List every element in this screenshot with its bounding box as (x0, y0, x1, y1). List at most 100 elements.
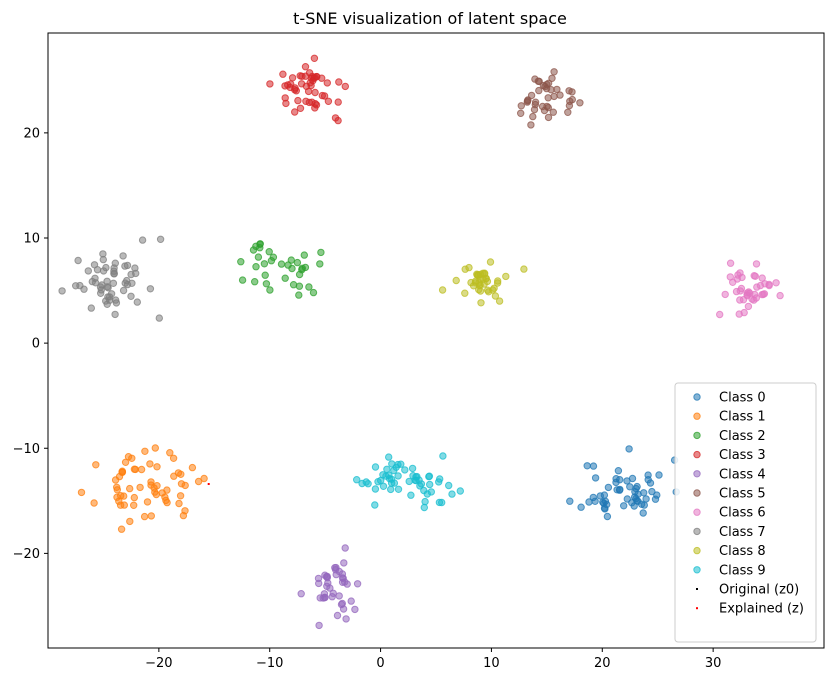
point-class-8 (486, 258, 495, 266)
point-class-7 (84, 267, 93, 275)
legend-marker-class-8 (693, 546, 701, 555)
point-class-1 (175, 499, 183, 508)
point-class-7 (138, 236, 147, 244)
point-class-7 (111, 259, 120, 267)
point-class-2 (237, 258, 245, 266)
point-class-0 (634, 497, 642, 505)
point-class-2 (293, 258, 302, 267)
legend-label: Class 3 (719, 448, 766, 463)
point-class-8 (494, 277, 502, 285)
point-class-6 (726, 273, 734, 281)
point-class-0 (603, 500, 611, 509)
point-class-1 (162, 496, 170, 505)
point-class-6 (758, 274, 766, 282)
point-class-7 (127, 270, 135, 279)
point-class-7 (155, 314, 164, 322)
legend-marker-class-5 (693, 489, 701, 497)
point-class-6 (721, 290, 729, 299)
point-class-4 (351, 605, 359, 614)
point-class-7 (127, 292, 135, 300)
point-class-9 (379, 482, 388, 490)
point-class-7 (102, 263, 110, 272)
y-tick-label: 20 (23, 126, 40, 141)
point-class-1 (194, 477, 203, 486)
point-class-8 (495, 297, 504, 305)
point-class-7 (99, 255, 108, 264)
point-class-3 (310, 54, 319, 62)
point-class-4 (297, 590, 305, 598)
point-class-1 (130, 465, 139, 473)
point-class-6 (772, 279, 780, 287)
legend-label: Class 5 (719, 487, 766, 502)
point-class-3 (323, 79, 331, 87)
point-class-9 (448, 490, 456, 498)
point-class-9 (405, 477, 413, 486)
y-tick-label: −20 (13, 547, 40, 562)
point-class-6 (746, 289, 754, 297)
y-tick-label: 10 (23, 232, 40, 247)
point-class-7 (110, 270, 118, 278)
legend-label: Class 4 (719, 467, 766, 482)
point-class-1 (166, 449, 174, 457)
point-class-8 (461, 289, 469, 297)
point-class-5 (517, 109, 525, 118)
point-class-3 (306, 79, 314, 87)
point-class-3 (308, 98, 316, 106)
point-class-9 (421, 497, 429, 506)
point-class-1 (176, 492, 185, 500)
point-class-6 (736, 287, 744, 295)
legend-marker-class-9 (693, 566, 701, 574)
point-class-2 (316, 260, 324, 268)
point-class-1 (147, 478, 155, 486)
point-class-6 (758, 290, 766, 299)
point-class-2 (254, 253, 263, 261)
point-class-2 (317, 248, 325, 257)
point-class-6 (716, 310, 724, 319)
point-class-3 (312, 73, 321, 81)
point-class-9 (408, 464, 417, 473)
point-class-9 (394, 460, 402, 469)
point-class-8 (467, 278, 475, 287)
point-class-1 (163, 486, 171, 494)
point-class-4 (342, 615, 350, 623)
point-class-2 (289, 281, 298, 289)
point-class-2 (281, 274, 289, 282)
point-class-5 (564, 108, 572, 117)
point-class-8 (483, 277, 492, 286)
legend-label: Original (z0) (719, 583, 799, 598)
point-class-1 (92, 461, 100, 469)
point-class-3 (279, 70, 287, 78)
y-tick-label: −10 (13, 442, 40, 457)
point-class-3 (297, 80, 306, 88)
point-class-1 (115, 497, 123, 505)
point-class-1 (126, 517, 134, 526)
point-class-0 (615, 486, 624, 494)
point-class-1 (113, 486, 122, 494)
point-class-5 (523, 97, 532, 105)
legend-label: Class 0 (719, 391, 766, 406)
point-class-0 (614, 467, 623, 475)
point-class-0 (589, 462, 598, 470)
point-class-4 (341, 578, 349, 586)
legend-marker-class-1 (693, 412, 701, 420)
point-class-3 (302, 97, 310, 106)
point-class-9 (387, 485, 395, 494)
point-class-1 (115, 472, 124, 481)
plot-frame (47, 32, 825, 649)
point-class-7 (103, 283, 112, 291)
point-class-1 (170, 472, 178, 480)
point-class-9 (382, 472, 390, 480)
point-class-4 (341, 544, 349, 552)
point-class-5 (576, 99, 584, 107)
point-class-1 (141, 447, 149, 455)
legend-marker-original (696, 588, 698, 590)
point-class-0 (583, 462, 591, 470)
point-class-3 (304, 87, 313, 96)
legend-marker-class-4 (693, 470, 701, 478)
point-class-4 (335, 592, 343, 600)
point-class-9 (377, 476, 385, 485)
point-class-6 (776, 291, 784, 300)
point-class-5 (568, 95, 576, 104)
point-class-4 (319, 594, 327, 602)
point-class-3 (296, 72, 304, 80)
